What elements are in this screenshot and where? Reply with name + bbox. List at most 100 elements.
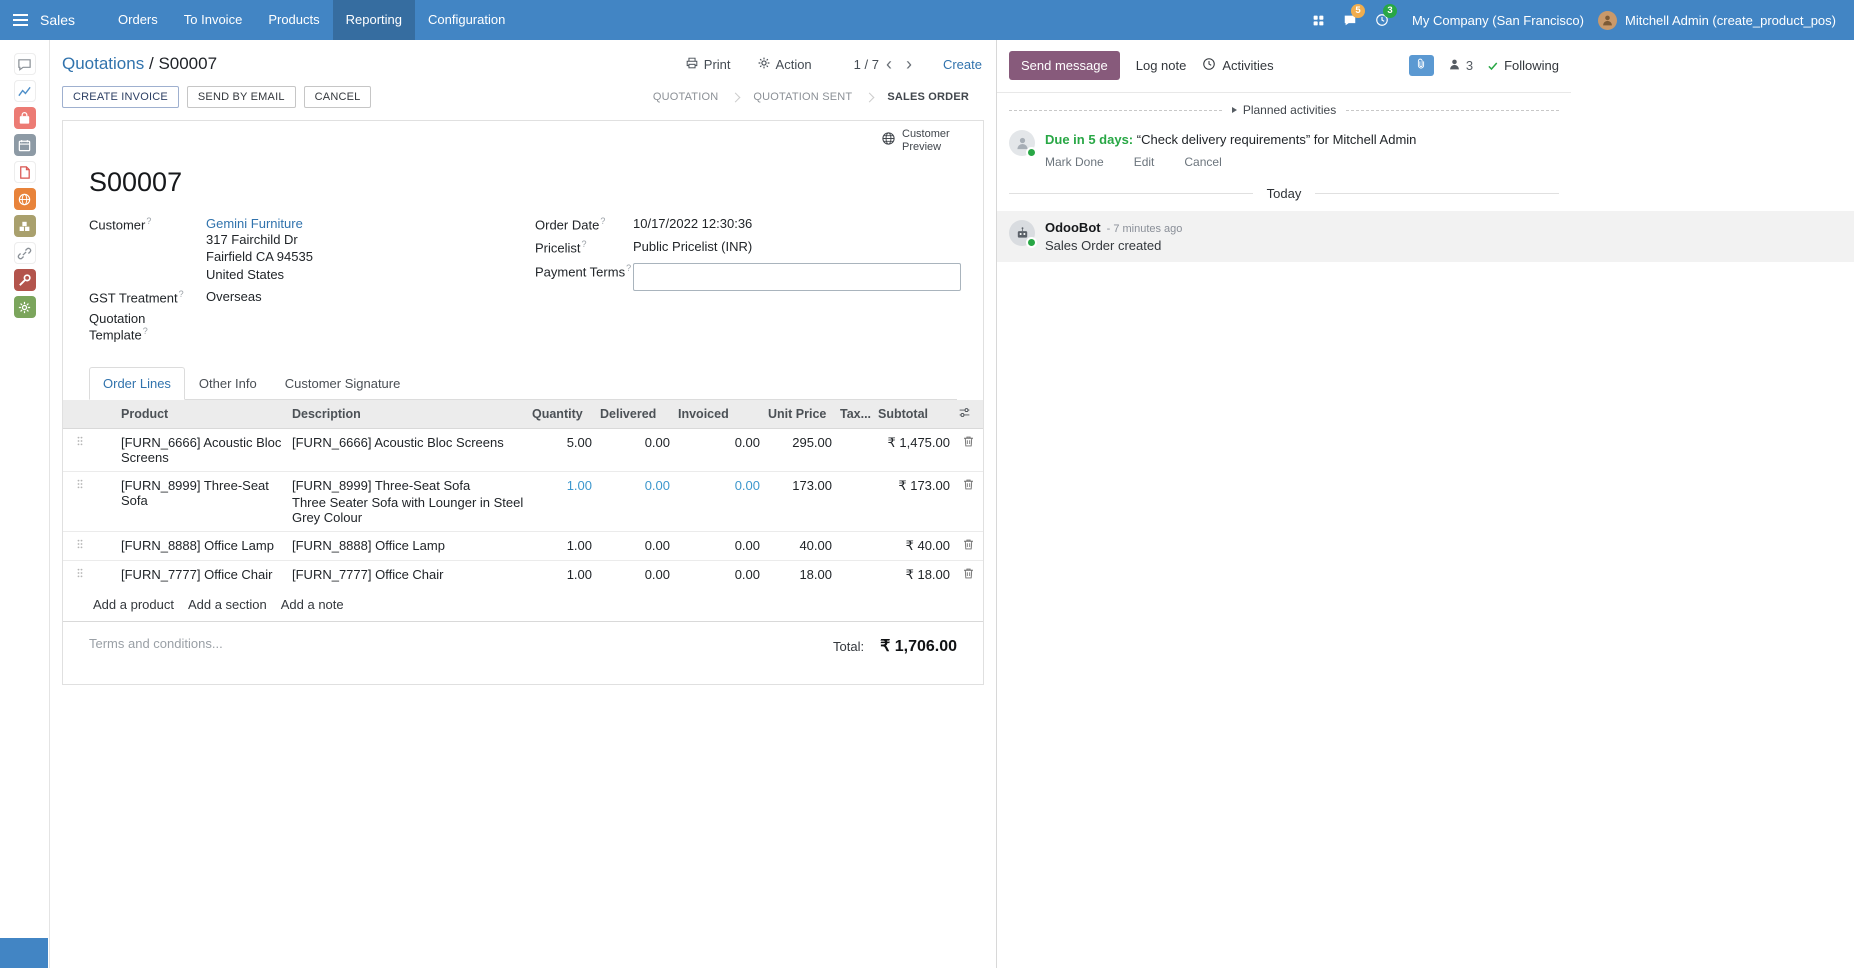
optional-columns-icon[interactable] xyxy=(954,399,983,428)
delete-row-icon[interactable] xyxy=(954,427,983,471)
product-cell[interactable]: [FURN_7777] Office Chair xyxy=(91,559,288,589)
invoiced-cell[interactable]: 0.00 xyxy=(674,530,764,560)
delete-row-icon[interactable] xyxy=(954,530,983,560)
quantity-cell[interactable]: 1.00 xyxy=(528,559,596,589)
product-column-header[interactable]: Product xyxy=(91,399,288,428)
customer-preview-button[interactable]: Customer Preview xyxy=(881,128,973,153)
order-line-row[interactable]: [FURN_8999] Three-Seat Sofa [FURN_8999] … xyxy=(63,470,983,531)
order-line-row[interactable]: [FURN_7777] Office Chair [FURN_7777] Off… xyxy=(63,559,983,589)
product-cell[interactable]: [FURN_8999] Three-Seat Sofa xyxy=(91,470,288,531)
systray-grid-icon[interactable] xyxy=(1302,0,1334,40)
product-cell[interactable]: [FURN_6666] Acoustic Bloc Screens xyxy=(91,427,288,471)
order-line-row[interactable]: [FURN_8888] Office Lamp [FURN_8888] Offi… xyxy=(63,530,983,560)
cancel-button[interactable]: CANCEL xyxy=(303,86,372,108)
current-app-name[interactable]: Sales xyxy=(40,12,76,28)
taxes-cell[interactable] xyxy=(836,530,874,560)
settings-app-icon[interactable] xyxy=(13,296,36,318)
action-button[interactable]: Action xyxy=(757,56,812,73)
tab-order-lines[interactable]: Order Lines xyxy=(89,366,185,400)
drag-handle-icon[interactable] xyxy=(63,559,91,589)
tab-customer-signature[interactable]: Customer Signature xyxy=(284,375,401,391)
activities-button[interactable]: Activities xyxy=(1202,57,1274,74)
menu-reporting[interactable]: Reporting xyxy=(332,0,415,40)
manufacturing-app-icon[interactable] xyxy=(13,269,36,291)
add-a-section-link[interactable]: Add a section xyxy=(187,596,267,612)
unit-price-cell[interactable]: 18.00 xyxy=(764,559,836,589)
pager-previous-icon[interactable]: ‹ xyxy=(885,54,892,74)
taxes-cell[interactable] xyxy=(836,470,874,531)
drag-handle-icon[interactable] xyxy=(63,427,91,471)
quantity-column-header[interactable]: Quantity xyxy=(528,399,596,428)
unit-price-cell[interactable]: 40.00 xyxy=(764,530,836,560)
description-cell[interactable]: [FURN_7777] Office Chair xyxy=(288,559,528,589)
delivered-cell[interactable]: 0.00 xyxy=(596,427,674,471)
description-cell[interactable]: [FURN_8999] Three-Seat Sofa Three Seater … xyxy=(288,470,528,531)
attach-files-button[interactable] xyxy=(1408,55,1434,76)
send-by-email-button[interactable]: SEND BY EMAIL xyxy=(186,86,296,108)
menu-to-invoice[interactable]: To Invoice xyxy=(183,12,243,27)
taxes-cell[interactable] xyxy=(836,559,874,589)
product-cell[interactable]: [FURN_8888] Office Lamp xyxy=(91,530,288,560)
delivered-cell[interactable]: 0.00 xyxy=(596,530,674,560)
statusbar-quotation[interactable]: QUOTATION xyxy=(652,91,719,103)
taxes-cell[interactable] xyxy=(836,427,874,471)
discuss-app-icon[interactable] xyxy=(13,53,36,75)
terms-and-conditions-placeholder[interactable]: Terms and conditions... xyxy=(89,635,223,651)
activity-avatar[interactable] xyxy=(1009,130,1037,158)
description-column-header[interactable]: Description xyxy=(288,399,528,428)
links-app-icon[interactable] xyxy=(13,242,36,264)
subtotal-column-header[interactable]: Subtotal xyxy=(874,399,954,428)
breadcrumb-quotations-link[interactable]: Quotations xyxy=(62,54,145,73)
delete-row-icon[interactable] xyxy=(954,559,983,589)
invoiced-cell[interactable]: 0.00 xyxy=(674,559,764,589)
user-menu[interactable]: Mitchell Admin (create_product_pos) xyxy=(1625,12,1836,28)
unit-price-column-header[interactable]: Unit Price xyxy=(764,399,836,428)
log-note-button[interactable]: Log note xyxy=(1135,58,1187,73)
menu-products[interactable]: Products xyxy=(268,12,320,27)
gst-treatment-value[interactable]: Overseas xyxy=(206,288,262,304)
delete-row-icon[interactable] xyxy=(954,470,983,531)
payment-terms-input[interactable] xyxy=(633,262,961,291)
menu-orders[interactable]: Orders xyxy=(118,12,158,27)
pricelist-value[interactable]: Public Pricelist (INR) xyxy=(633,239,753,255)
activities-clock-icon[interactable]: 3 xyxy=(1366,0,1398,40)
unit-price-cell[interactable]: 295.00 xyxy=(764,427,836,471)
statusbar-quotation-sent[interactable]: QUOTATION SENT xyxy=(753,91,853,103)
order-date-value[interactable]: 10/17/2022 12:30:36 xyxy=(633,216,753,231)
order-line-row[interactable]: [FURN_6666] Acoustic Bloc Screens [FURN_… xyxy=(63,427,983,471)
print-button[interactable]: Print xyxy=(685,56,731,73)
description-cell[interactable]: [FURN_8888] Office Lamp xyxy=(288,530,528,560)
point-of-sale-app-icon[interactable] xyxy=(13,107,36,129)
edit-activity-button[interactable]: Edit xyxy=(1133,155,1155,169)
calendar-app-icon[interactable] xyxy=(13,134,36,156)
statusbar-sales-order[interactable]: SALES ORDER xyxy=(887,91,969,103)
website-app-icon[interactable] xyxy=(13,188,36,210)
quantity-cell[interactable]: 1.00 xyxy=(528,530,596,560)
quantity-cell[interactable]: 1.00 xyxy=(528,470,596,531)
delivered-column-header[interactable]: Delivered xyxy=(596,399,674,428)
odoobot-avatar[interactable] xyxy=(1009,220,1037,248)
invoiced-cell[interactable]: 0.00 xyxy=(674,470,764,531)
invoiced-column-header[interactable]: Invoiced xyxy=(674,399,764,428)
documents-app-icon[interactable] xyxy=(13,161,36,183)
pager-next-icon[interactable]: › xyxy=(905,54,912,74)
add-a-product-link[interactable]: Add a product xyxy=(93,596,174,612)
company-switcher[interactable]: My Company (San Francisco) xyxy=(1412,12,1584,28)
quantity-cell[interactable]: 5.00 xyxy=(528,427,596,471)
delivered-cell[interactable]: 0.00 xyxy=(596,559,674,589)
customer-link[interactable]: Gemini Furniture xyxy=(206,216,303,231)
following-toggle-button[interactable]: Following xyxy=(1487,58,1559,73)
apps-menu-icon[interactable] xyxy=(0,0,40,40)
mark-done-button[interactable]: Mark Done xyxy=(1045,155,1104,169)
taxes-column-header[interactable]: Tax... xyxy=(836,399,874,428)
cancel-activity-button[interactable]: Cancel xyxy=(1184,155,1222,169)
create-button[interactable]: Create xyxy=(942,56,982,72)
tab-other-info[interactable]: Other Info xyxy=(198,375,257,391)
create-invoice-button[interactable]: CREATE INVOICE xyxy=(62,86,179,108)
livechat-launcher-button[interactable] xyxy=(0,938,48,968)
followers-button[interactable]: 3 xyxy=(1448,58,1473,74)
unit-price-cell[interactable]: 173.00 xyxy=(764,470,836,531)
user-avatar[interactable] xyxy=(1598,10,1617,30)
drag-handle-icon[interactable] xyxy=(63,530,91,560)
description-cell[interactable]: [FURN_6666] Acoustic Bloc Screens xyxy=(288,427,528,471)
